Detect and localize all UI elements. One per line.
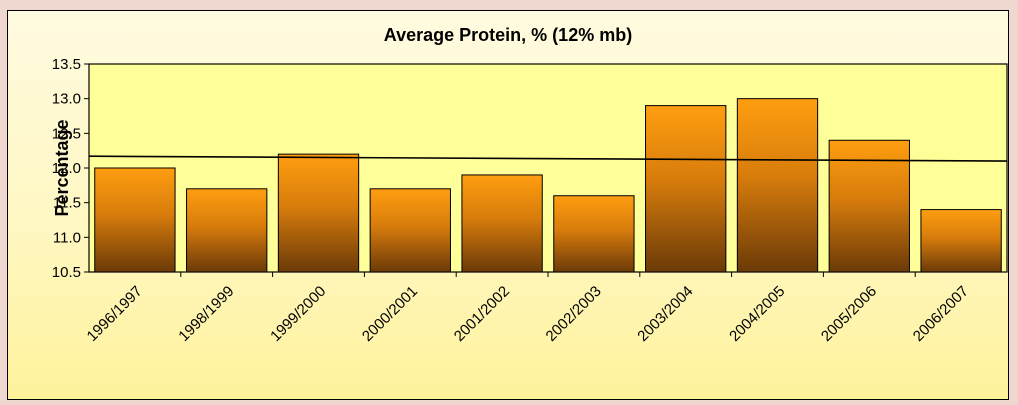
x-tick-label: 2005/2006 [818,283,880,345]
x-axis: 1996/1997 1998/1999 1999/2000 2000/2001 2001… [84,272,972,345]
bar-1996-1997 [94,167,176,273]
chart-frame: Average Protein, % (12% mb) 10.5 11.0 11.5… [7,10,1009,400]
x-tick-label: 2000/2001 [359,283,421,345]
bars [94,98,1002,273]
y-tick-label: 11.0 [53,229,81,246]
y-axis: 10.5 11.0 11.5 12.0 12.5 13.0 13.5 [52,56,89,281]
y-tick-label: 10.5 [52,264,81,281]
y-tick-label: 11.5 [53,195,81,212]
chart-svg: Average Protein, % (12% mb) 10.5 11.0 11.5… [52,25,1008,345]
bar-2000-2001 [369,188,451,273]
bar-2002-2003 [553,195,635,273]
x-tick-label: 1998/1999 [175,283,237,345]
x-tick-label: 1996/1997 [84,283,146,345]
bar-2006-2007 [920,209,1002,273]
y-tick-label: 13.0 [52,91,81,108]
bar-1999-2000 [277,153,360,273]
x-tick-label: 2004/2005 [726,283,788,345]
x-tick-label: 2002/2003 [543,283,605,345]
trend-line [88,155,1008,162]
x-tick-label: 2006/2007 [910,283,972,345]
bar-2001-2002 [461,174,543,273]
x-tick-label: 1999/2000 [267,283,329,345]
y-axis-label: Percentage [52,119,72,216]
y-tick-label: 13.5 [52,56,81,73]
y-tick-label: 12.5 [52,125,81,142]
x-tick-label: 2001/2002 [451,283,513,345]
chart-title: Average Protein, % (12% mb) [384,25,632,45]
bar-1998-1999 [186,188,268,273]
bar-2004-2005 [736,98,819,273]
bar-2003-2004 [645,105,727,273]
x-tick-label: 2003/2004 [634,283,696,345]
y-tick-label: 12.0 [52,160,81,177]
bar-2005-2006 [828,139,910,273]
